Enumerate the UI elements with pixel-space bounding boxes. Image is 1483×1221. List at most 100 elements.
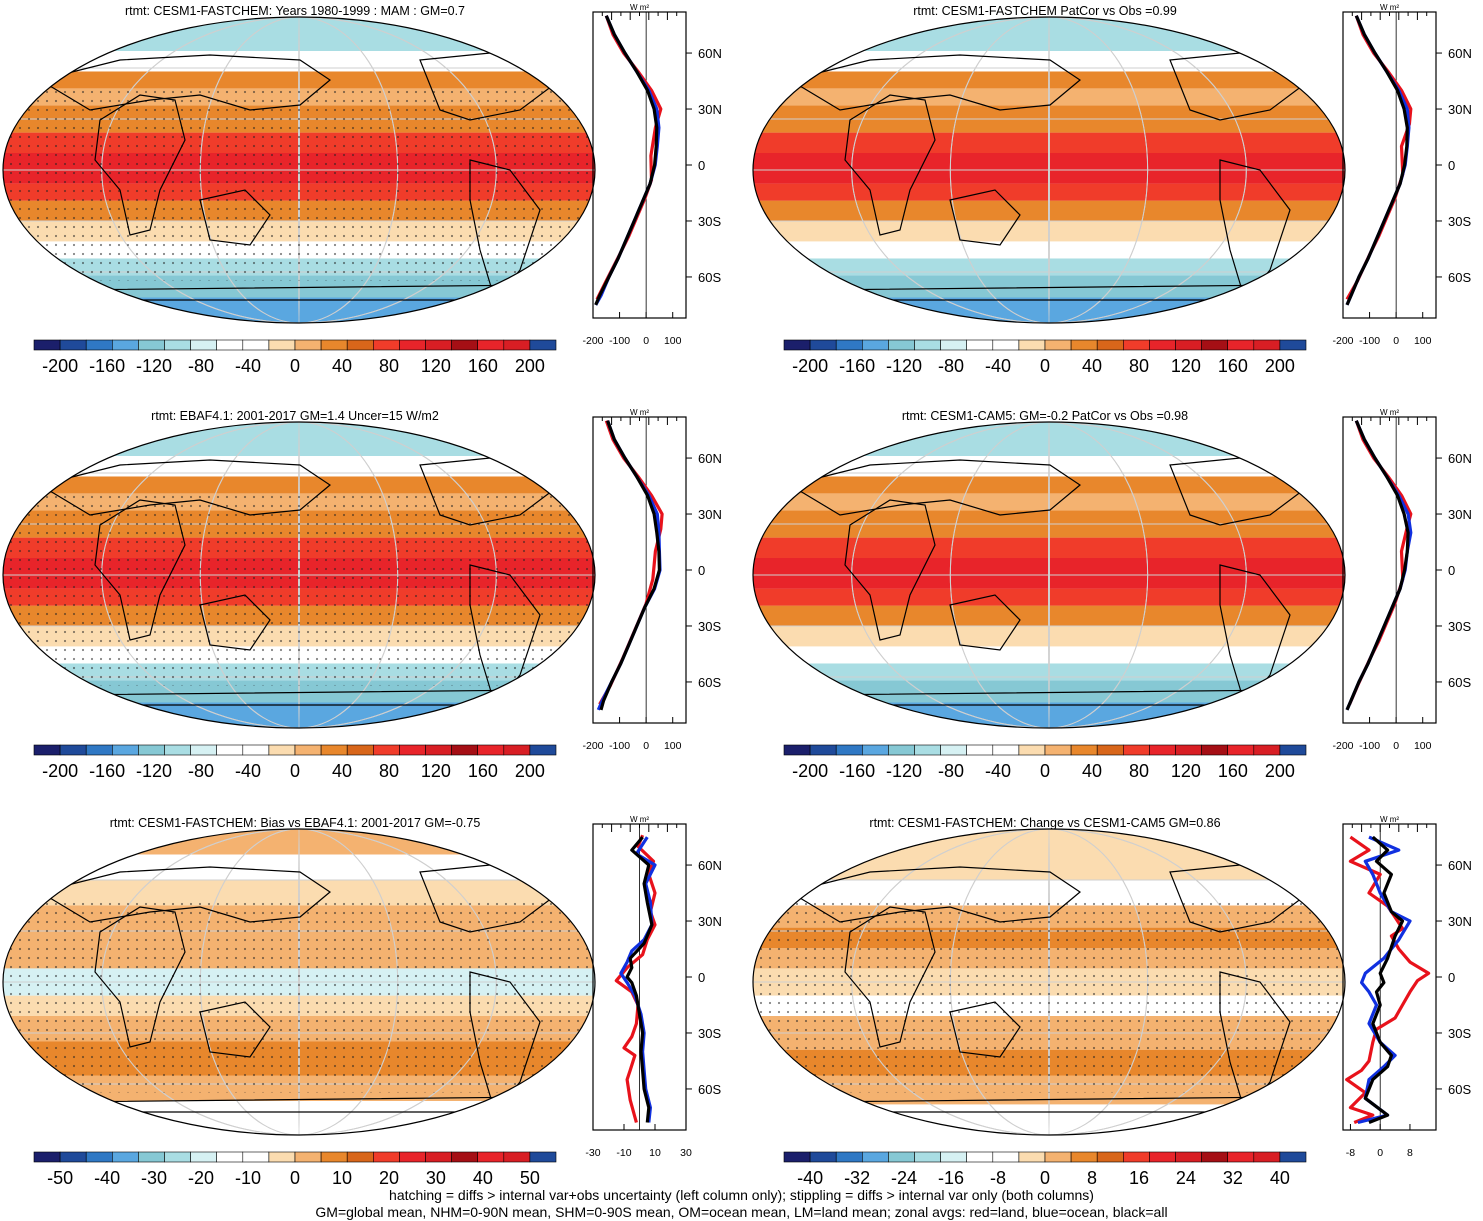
colorbar-swatch xyxy=(1227,1151,1255,1163)
colorbar-label: -10 xyxy=(235,1168,261,1188)
world-map xyxy=(3,422,595,728)
colorbar-label: -24 xyxy=(891,1168,917,1188)
x-tick-label: -100 xyxy=(609,335,630,347)
continent-outline xyxy=(38,866,332,923)
colorbar-swatch xyxy=(966,744,994,756)
colorbar-swatch xyxy=(33,744,61,756)
colorbar-swatch xyxy=(268,339,296,351)
continent-outline xyxy=(94,499,186,641)
colorbar-label: -40 xyxy=(235,356,261,376)
continent-outline xyxy=(94,94,186,236)
colorbar-swatch xyxy=(862,339,889,351)
continent-outline xyxy=(94,906,186,1048)
y-tick-label: 0 xyxy=(698,563,705,578)
colorbar-label: 16 xyxy=(1129,1168,1149,1188)
colorbar-label: 120 xyxy=(421,761,451,781)
zonal-mean-plot: W m² 60N 30N 0 30S 60S -200 -100 0 100 xyxy=(582,408,721,752)
colorbar-label: -160 xyxy=(89,761,125,781)
y-tick-label: 60S xyxy=(1448,270,1471,285)
panel-2: rtmt: CESM1-FASTCHEM PatCor vs Obs =0.99… xyxy=(750,0,1483,400)
colorbar-label: 0 xyxy=(1040,356,1050,376)
colorbar-label: -120 xyxy=(886,761,922,781)
colorbar-swatch xyxy=(320,1151,348,1163)
colorbar-label: 40 xyxy=(1270,1168,1290,1188)
colorbar-label: 8 xyxy=(1087,1168,1097,1188)
colorbar-swatch xyxy=(425,1151,452,1163)
colorbar-swatch xyxy=(451,1151,479,1163)
colorbar-swatch xyxy=(138,1151,165,1163)
zonal-mean-plot: W m² 60N 30N 0 30S 60S -200 -100 0 100 xyxy=(582,3,721,347)
map-stippling xyxy=(3,490,595,686)
colorbar-swatch xyxy=(992,744,1020,756)
colorbar-label: -120 xyxy=(136,761,172,781)
panel-graphics: -200 -160 -120 -80 -40 0 40 80 120 160 200 W m² 60N 3… xyxy=(2,408,722,781)
colorbar-swatch xyxy=(1096,744,1124,756)
colorbar-swatch xyxy=(888,339,915,351)
colorbar-swatch xyxy=(503,1151,531,1163)
colorbar-swatch xyxy=(888,744,915,756)
colorbar-label: -160 xyxy=(839,356,875,376)
continent-outline xyxy=(949,1001,1021,1058)
colorbar-label: 120 xyxy=(421,356,451,376)
x-tick-label: 0 xyxy=(643,740,649,752)
colorbar-swatch xyxy=(1175,339,1202,351)
colorbar-swatch xyxy=(992,339,1020,351)
x-tick-label: -200 xyxy=(1332,740,1353,752)
colorbar-swatch xyxy=(835,339,863,351)
map-border xyxy=(752,828,1346,1136)
colorbar-swatch xyxy=(320,339,348,351)
colorbar-label: 10 xyxy=(332,1168,352,1188)
colorbar-swatch xyxy=(59,339,87,351)
plot-frame xyxy=(592,416,687,724)
colorbar-swatch xyxy=(1018,744,1046,756)
colorbar-swatch xyxy=(164,744,191,756)
colorbar-label: 0 xyxy=(290,356,300,376)
y-tick-label: 30S xyxy=(698,619,721,634)
colorbar-swatch xyxy=(399,744,426,756)
colorbar-label: -200 xyxy=(792,356,828,376)
colorbar-swatch xyxy=(346,744,374,756)
colorbar-label: 160 xyxy=(1218,356,1248,376)
colorbar-swatch xyxy=(1122,339,1150,351)
y-tick-label: 30N xyxy=(1448,102,1472,117)
map-grid-lon xyxy=(949,17,1149,323)
colorbar-swatch xyxy=(862,744,889,756)
colorbar-swatch xyxy=(320,744,348,756)
colorbar-swatch xyxy=(242,1151,270,1163)
continent-outline xyxy=(844,499,936,641)
y-tick-label: 30S xyxy=(1448,619,1471,634)
colorbar-swatch xyxy=(1018,1151,1046,1163)
colorbar-label: 32 xyxy=(1223,1168,1243,1188)
footer-notes: hatching = diffs > internal var+obs unce… xyxy=(0,1187,1483,1221)
map-border xyxy=(752,421,1346,729)
colorbar-label: -40 xyxy=(985,761,1011,781)
colorbar-label: -16 xyxy=(938,1168,964,1188)
colorbar-label: 200 xyxy=(515,356,545,376)
plot-frame xyxy=(1342,11,1437,319)
continent-outline xyxy=(844,94,936,236)
colorbar-swatch xyxy=(940,1151,968,1163)
colorbar-label: 40 xyxy=(332,356,352,376)
y-tick-label: 0 xyxy=(1448,563,1455,578)
colorbar-swatch xyxy=(268,1151,296,1163)
continent-outline xyxy=(199,594,271,651)
continent-outline xyxy=(788,866,1082,923)
map-border xyxy=(2,421,596,729)
continent-outline xyxy=(199,189,271,246)
map-stippling xyxy=(3,85,595,281)
series-line-land xyxy=(1345,835,1431,1124)
colorbar-swatch xyxy=(294,1151,322,1163)
zonal-mean-plot: W m² 60N 30N 0 30S 60S -200 -100 0 100 xyxy=(1332,3,1471,347)
colorbar-label: 0 xyxy=(1040,761,1050,781)
world-map xyxy=(753,17,1345,323)
y-tick-label: 30S xyxy=(1448,1026,1471,1041)
colorbar-swatch xyxy=(33,1151,61,1163)
colorbar-swatch xyxy=(372,1151,400,1163)
series-line-all xyxy=(599,420,661,711)
colorbar-swatch xyxy=(59,744,87,756)
colorbar-swatch xyxy=(940,339,968,351)
y-tick-label: 60S xyxy=(698,675,721,690)
panel-graphics: -50 -40 -30 -20 -10 0 10 20 30 40 50 W m² 60N 30N 0 30S… xyxy=(2,815,722,1188)
panel-graphics: -200 -160 -120 -80 -40 0 40 80 120 160 200 W m² 60N 3… xyxy=(2,3,722,376)
colorbar-swatch xyxy=(862,1151,889,1163)
